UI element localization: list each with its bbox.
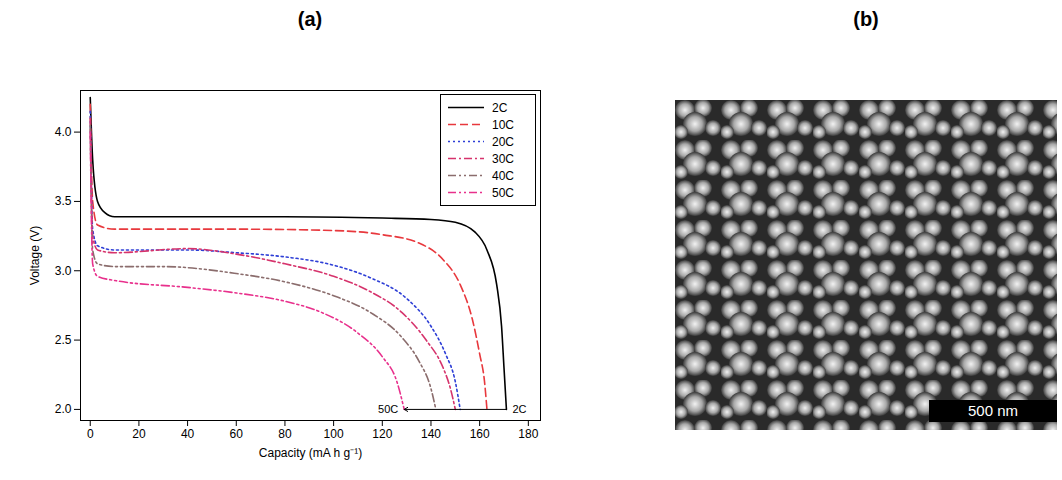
svg-text:3.0: 3.0 [55, 264, 72, 278]
svg-text:50C: 50C [378, 403, 398, 415]
svg-text:Capacity (mA h g⁻¹): Capacity (mA h g⁻¹) [259, 446, 362, 460]
svg-text:140: 140 [421, 427, 441, 441]
html-text:(b): (b) [853, 8, 879, 30]
svg-text:4.0: 4.0 [55, 125, 72, 139]
svg-text:2.0: 2.0 [55, 402, 72, 416]
svg-text:2C: 2C [512, 403, 526, 415]
svg-text:2.5: 2.5 [55, 333, 72, 347]
svg-text:50C: 50C [492, 186, 514, 200]
svg-text:500 nm: 500 nm [968, 402, 1018, 419]
svg-text:80: 80 [278, 427, 292, 441]
svg-text:Voltage (V): Voltage (V) [28, 226, 42, 285]
svg-text:0: 0 [87, 427, 94, 441]
svg-text:40: 40 [181, 427, 195, 441]
svg-text:40C: 40C [492, 169, 514, 183]
svg-text:60: 60 [230, 427, 244, 441]
html-text:(a): (a) [297, 8, 323, 30]
svg-text:180: 180 [518, 427, 538, 441]
svg-text:160: 160 [470, 427, 490, 441]
svg-text:30C: 30C [492, 152, 514, 166]
svg-text:10C: 10C [492, 118, 514, 132]
svg-text:120: 120 [372, 427, 392, 441]
svg-text:2C: 2C [492, 101, 508, 115]
svg-text:20: 20 [132, 427, 146, 441]
svg-text:3.5: 3.5 [55, 194, 72, 208]
svg-text:20C: 20C [492, 135, 514, 149]
svg-text:100: 100 [324, 427, 344, 441]
